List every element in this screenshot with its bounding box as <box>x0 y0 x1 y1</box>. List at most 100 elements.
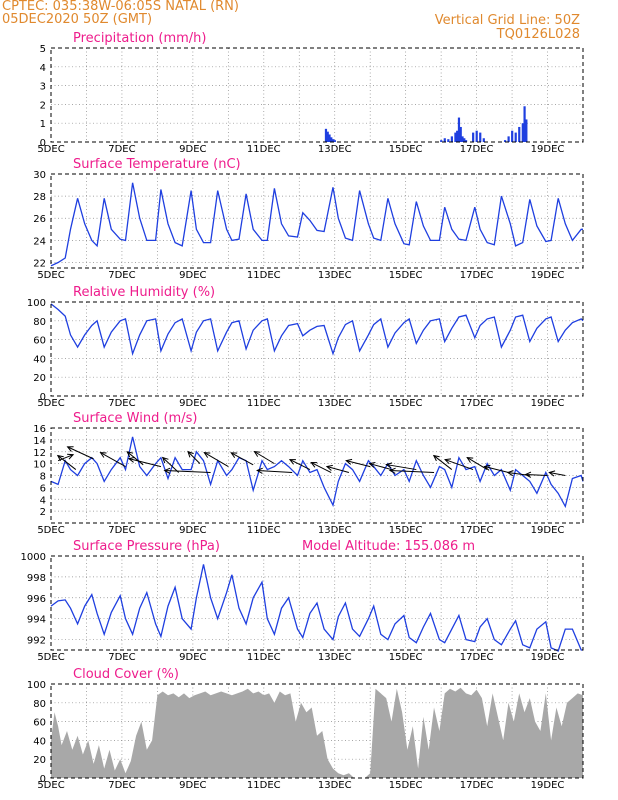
x-tick-label: 9DEC <box>179 652 206 663</box>
x-tick-label: 5DEC <box>37 270 64 281</box>
x-tick-label: 19DEC <box>531 652 565 663</box>
header-model-code: TQ0126L028 <box>496 27 580 42</box>
y-tick-label: 14 <box>33 436 46 447</box>
wind-series-line <box>50 436 584 509</box>
x-tick-label: 19DEC <box>531 144 565 155</box>
x-tick-label: 17DEC <box>460 270 494 281</box>
precip-bar <box>511 130 514 142</box>
panel-rh <box>50 301 584 397</box>
wind-vector-arrow <box>253 450 275 465</box>
precip-bar <box>503 140 507 142</box>
y-tick-label: 80 <box>33 699 46 710</box>
y-tick-label: 2 <box>40 100 46 111</box>
wind-vector-arrow <box>57 453 75 462</box>
model-altitude-label: Model Altitude: 155.086 m <box>302 539 475 554</box>
precip-bar <box>518 126 521 142</box>
x-tick-label: 11DEC <box>247 525 281 536</box>
x-tick-label: 15DEC <box>389 780 423 791</box>
x-tick-label: 5DEC <box>37 525 64 536</box>
panel-precip <box>50 47 584 143</box>
wind-vector-arrow <box>444 458 474 471</box>
wind-vector-arrow <box>203 452 229 468</box>
y-tick-label: 22 <box>33 258 46 269</box>
wind-vector-arrow <box>256 467 293 474</box>
y-tick-label: 12 <box>33 448 46 459</box>
temp-series-line <box>50 182 583 267</box>
panel-frame <box>50 555 584 651</box>
x-tick-label: 9DEC <box>179 525 206 536</box>
panel-temp <box>50 173 584 269</box>
panel-title: Surface Temperature (nC) <box>73 157 241 172</box>
y-tick-label: 60 <box>33 336 46 347</box>
wind-vector-arrow <box>524 471 548 478</box>
x-tick-label: 17DEC <box>460 398 494 409</box>
panel-title: Surface Wind (m/s) <box>73 411 197 426</box>
y-tick-label: 0 <box>40 138 46 149</box>
x-tick-label: 5DEC <box>37 652 64 663</box>
x-tick-label: 11DEC <box>247 270 281 281</box>
x-tick-label: 15DEC <box>389 525 423 536</box>
precip-bar <box>326 131 329 142</box>
x-tick-label: 7DEC <box>108 780 135 791</box>
wind-vector-arrow <box>66 446 94 460</box>
x-tick-label: 17DEC <box>460 144 494 155</box>
y-tick-label: 4 <box>40 495 46 506</box>
precip-bar <box>507 136 510 142</box>
precip-bar <box>450 136 453 142</box>
precip-bar <box>464 140 468 142</box>
rh-series-line <box>50 303 584 357</box>
x-tick-label: 13DEC <box>318 525 352 536</box>
cloud-cover-area <box>51 687 583 778</box>
x-tick-label: 7DEC <box>108 270 135 281</box>
precip-bar <box>330 137 333 142</box>
x-tick-label: 11DEC <box>247 398 281 409</box>
y-tick-label: 60 <box>33 718 46 729</box>
pres-series-line <box>50 564 583 652</box>
x-tick-label: 5DEC <box>37 780 64 791</box>
x-tick-label: 9DEC <box>179 398 206 409</box>
precip-bar <box>475 130 478 142</box>
x-tick-label: 17DEC <box>460 780 494 791</box>
x-tick-label: 7DEC <box>108 144 135 155</box>
x-tick-label: 13DEC <box>318 780 352 791</box>
precip-bar <box>333 140 336 142</box>
y-tick-label: 5 <box>40 44 46 55</box>
x-tick-label: 9DEC <box>179 270 206 281</box>
y-tick-label: 0 <box>40 392 46 403</box>
wind-vector-arrow <box>126 451 144 466</box>
y-tick-label: 1000 <box>21 552 46 563</box>
x-tick-label: 7DEC <box>108 525 135 536</box>
x-tick-label: 19DEC <box>531 525 565 536</box>
wind-vector-arrow <box>163 467 211 474</box>
y-tick-label: 40 <box>33 736 46 747</box>
precip-bar <box>523 106 526 142</box>
y-tick-label: 100 <box>27 298 46 309</box>
x-tick-label: 13DEC <box>318 270 352 281</box>
precip-bar <box>463 138 466 142</box>
panel-title: Surface Pressure (hPa) <box>73 539 220 554</box>
wind-vector-arrow <box>466 457 488 470</box>
wind-vector-arrow <box>56 454 77 470</box>
y-tick-label: 998 <box>27 573 46 584</box>
panel-pres <box>50 555 584 652</box>
wind-vector-arrow <box>161 456 180 473</box>
wind-vector-arrow <box>310 461 332 473</box>
wind-vector-arrow <box>385 462 417 471</box>
wind-vector-arrow <box>345 458 371 468</box>
panel-frame <box>50 47 584 143</box>
precip-bar <box>472 132 475 142</box>
y-tick-label: 3 <box>40 82 46 93</box>
header-date: 05DEC2020 50Z (GMT) <box>2 12 153 27</box>
wind-vector-arrow <box>483 464 509 474</box>
x-tick-label: 15DEC <box>389 652 423 663</box>
x-tick-label: 7DEC <box>108 398 135 409</box>
x-tick-label: 13DEC <box>318 652 352 663</box>
x-tick-label: 17DEC <box>460 525 494 536</box>
panel-title: Relative Humidity (%) <box>73 285 215 300</box>
wind-vector-arrow <box>368 462 392 471</box>
y-tick-label: 1 <box>40 119 46 130</box>
y-tick-label: 6 <box>40 483 46 494</box>
wind-vector-arrow <box>548 470 566 477</box>
wind-vector-arrow <box>325 464 350 474</box>
